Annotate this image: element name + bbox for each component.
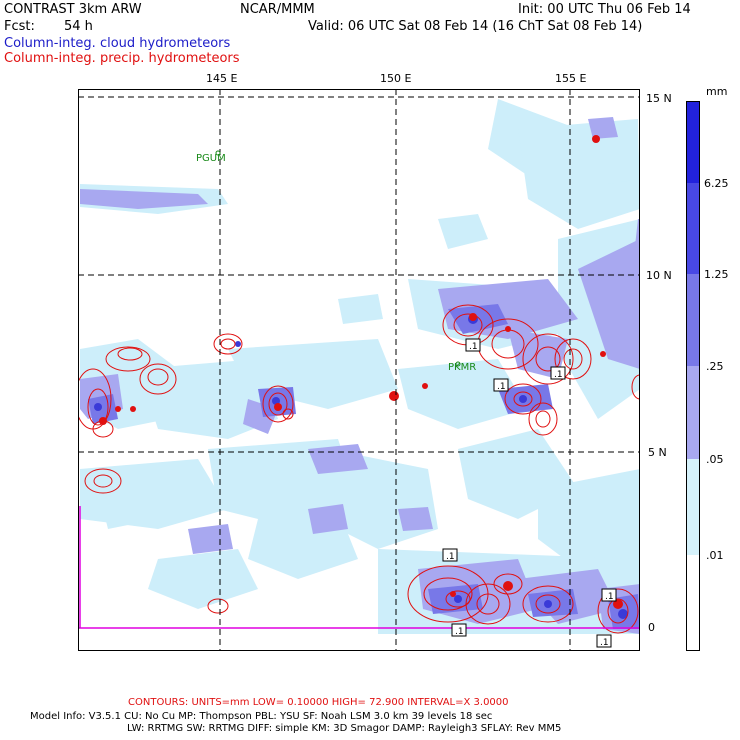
valid-time: Valid: 06 UTC Sat 08 Feb 14 (16 ChT Sat … [308,19,643,34]
organization: NCAR/MMM [240,2,315,17]
colorbar-swatch-2 [686,183,700,274]
contour-info: CONTOURS: UNITS=mm LOW= 0.10000 HIGH= 72… [128,697,509,708]
colorbar-label-6-25: 6.25 [704,177,729,190]
init-time: Init: 00 UTC Thu 06 Feb 14 [518,2,691,17]
lat-label-10n: 10 N [646,269,672,282]
contour-labels: .1 .1 .1 .1 .1 .1 .1 [442,338,617,648]
model-info-line2: LW: RRTMG SW: RRTMG DIFF: simple KM: 3D … [127,723,562,734]
lat-label-5n: 5 N [648,446,667,459]
forecast-label: Fcst: [4,19,35,34]
contour-label: .1 [455,627,464,637]
colorbar-label-1-25: 1.25 [704,268,729,281]
lon-label-145: 145 E [206,72,238,85]
contour-label: .1 [469,342,478,352]
lat-label-0: 0 [648,621,655,634]
colorbar-swatch-5 [686,459,700,555]
legend-precip: Column-integ. precip. hydrometeors [4,51,240,66]
contour-label: .1 [446,552,455,562]
station-marker-pgum [215,150,221,156]
map-frame [78,89,640,651]
model-info-line1: Model Info: V3.5.1 CU: No Cu MP: Thompso… [30,711,493,722]
lon-label-150: 150 E [380,72,412,85]
colorbar-frame [686,101,700,651]
colorbar-swatch-1 [686,101,700,183]
forecast-map: PGUM PKMR .1 .1 .1 .1 .1 .1 .1 [78,89,640,651]
plot-title: CONTRAST 3km ARW [4,2,142,17]
colorbar [686,101,700,651]
colorbar-label-0-01: .01 [706,549,724,562]
lat-label-15n: 15 N [646,92,672,105]
station-marker-pkmr [455,361,461,367]
station-markers [215,150,461,367]
cloud-fill-dark [94,314,628,619]
contour-label: .1 [600,638,609,648]
contour-label: .1 [497,382,506,392]
lon-label-155: 155 E [555,72,587,85]
colorbar-label-0-25: .25 [706,360,724,373]
colorbar-label-0-05: .05 [706,453,724,466]
colorbar-unit: mm [706,85,728,98]
forecast-hour: 54 h [64,19,93,34]
station-label-pgum: PGUM [196,153,226,164]
contour-label: .1 [605,592,614,602]
colorbar-swatch-3 [686,274,700,366]
precip-contours [78,304,640,634]
legend-cloud: Column-integ. cloud hydrometeors [4,36,231,51]
contour-label: .1 [554,370,563,380]
station-label-pkmr: PKMR [448,362,476,373]
colorbar-swatch-4 [686,366,700,459]
colorbar-swatch-6 [686,555,700,651]
